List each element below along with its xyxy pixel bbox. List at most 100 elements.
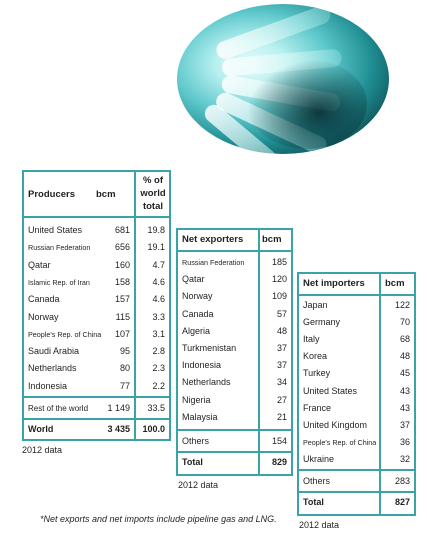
row-pct: 3.1 <box>152 328 165 339</box>
row-bcm: 48 <box>276 325 287 336</box>
row-name: Norway <box>28 311 59 322</box>
row-bcm: 80 <box>119 363 130 374</box>
producers-total-row: World 3 435 100.0 <box>24 421 169 438</box>
row-bcm: 21 <box>276 411 287 422</box>
producers-rest-name: Rest of the world <box>28 404 89 413</box>
row-bcm: 68 <box>399 334 410 345</box>
row-bcm: 157 <box>114 294 130 305</box>
row-name: Algeria <box>182 325 211 336</box>
producers-total-name: World <box>28 424 54 434</box>
row-pct: 3.3 <box>152 311 165 322</box>
row-bcm: 115 <box>115 311 130 322</box>
row-name: Islamic Rep. of Iran <box>28 277 90 287</box>
exporters-total-row: Total 829 <box>178 454 291 471</box>
footnote: *Net exports and net imports include pip… <box>40 514 277 524</box>
row-name: Russian Federation <box>28 243 91 253</box>
table-row: Turkmenistan 37 <box>178 340 291 357</box>
table-row: France 43 <box>299 400 414 417</box>
table-row: United States 681 19.8 <box>24 222 169 239</box>
row-name: Qatar <box>28 259 51 270</box>
exporters-others-name: Others <box>182 436 210 446</box>
table-row: Islamic Rep. of Iran 158 4.6 <box>24 274 169 291</box>
table-row: People's Rep. of China 36 <box>299 434 414 451</box>
row-bcm: 160 <box>114 259 130 270</box>
table-row: Saudi Arabia 95 2.8 <box>24 343 169 360</box>
row-name: Turkey <box>303 368 331 379</box>
row-name: Qatar <box>182 274 205 285</box>
table-row: Korea 48 <box>299 348 414 365</box>
importers-total-row: Total 827 <box>299 494 414 511</box>
row-bcm: 43 <box>399 385 410 396</box>
importers-col-title: Net importers <box>303 278 365 289</box>
importers-total-name: Total <box>303 497 324 507</box>
row-name: Malaysia <box>182 411 218 422</box>
producers-header: Producers bcm % of world total <box>24 172 169 218</box>
row-name: Korea <box>303 351 328 362</box>
table-row: People's Rep. of China 107 3.1 <box>24 326 169 343</box>
producers-rest-bcm: 1 149 <box>107 403 130 413</box>
importers-col-bcm: bcm <box>385 278 405 289</box>
importers-others-bcm: 283 <box>394 476 410 486</box>
table-row: Japan 122 <box>299 297 414 314</box>
row-name: Russian Federation <box>182 258 245 267</box>
row-pct: 2.2 <box>152 380 165 391</box>
row-name: Netherlands <box>182 377 231 388</box>
exporters-total-name: Total <box>182 457 203 467</box>
row-name: Italy <box>303 334 320 345</box>
row-name: Indonesia <box>182 360 222 371</box>
table-row: Indonesia 77 2.2 <box>24 378 169 395</box>
row-name: Norway <box>182 291 213 302</box>
producers-col-title: Producers <box>28 189 75 200</box>
row-bcm: 36 <box>399 436 410 447</box>
row-bcm: 120 <box>271 274 287 285</box>
table-row: Algeria 48 <box>178 323 291 340</box>
producers-rest-pct: 33.5 <box>147 403 165 413</box>
table-row: United Kingdom 37 <box>299 417 414 434</box>
producers-rest-row: Rest of the world 1 149 33.5 <box>24 400 169 417</box>
exporters-header: Net exporters bcm <box>178 230 291 252</box>
row-pct: 4.6 <box>152 294 165 305</box>
row-name: Japan <box>303 300 328 310</box>
table-row: Norway 115 3.3 <box>24 309 169 326</box>
row-name: People's Rep. of China <box>303 437 377 447</box>
importers-total-bcm: 827 <box>394 497 410 507</box>
row-name: United States <box>28 225 83 235</box>
table-row: Qatar 120 <box>178 271 291 288</box>
table-row: Netherlands 34 <box>178 374 291 391</box>
producers-note: 2012 data <box>22 445 63 455</box>
producers-col-pct-2: world <box>140 188 166 199</box>
row-bcm: 43 <box>399 402 410 413</box>
table-row: Ukraine 32 <box>299 451 414 468</box>
producers-col-bcm: bcm <box>96 189 116 200</box>
row-name: Ukraine <box>303 453 335 464</box>
gas-flame-photo <box>177 4 389 154</box>
row-name: United States <box>303 385 358 396</box>
table-row: Indonesia 37 <box>178 357 291 374</box>
exporters-others-bcm: 154 <box>271 436 287 446</box>
row-name: United Kingdom <box>303 419 368 430</box>
row-bcm: 37 <box>276 343 287 353</box>
row-name: People's Rep. of China <box>28 329 102 339</box>
row-bcm: 122 <box>394 300 410 310</box>
row-name: Canada <box>182 308 214 319</box>
row-name: Germany <box>303 317 341 328</box>
row-bcm: 656 <box>114 242 130 253</box>
table-row: Norway 109 <box>178 288 291 305</box>
producers-col-pct-3: total <box>142 201 164 212</box>
importers-others-name: Others <box>303 476 331 486</box>
exporters-table: Net exporters bcm Russian Federation 185 Q… <box>176 228 293 476</box>
row-bcm: 185 <box>271 257 287 267</box>
row-pct: 2.3 <box>152 363 165 374</box>
row-bcm: 37 <box>399 419 410 430</box>
row-name: Indonesia <box>28 380 68 391</box>
table-row: Germany 70 <box>299 314 414 331</box>
exporters-total-bcm: 829 <box>271 457 287 467</box>
row-bcm: 681 <box>114 225 130 235</box>
row-name: Canada <box>28 294 60 305</box>
producers-total-bcm: 3 435 <box>107 424 130 434</box>
row-bcm: 158 <box>114 276 130 287</box>
table-row: Turkey 45 <box>299 365 414 382</box>
row-bcm: 107 <box>114 328 130 339</box>
row-bcm: 37 <box>276 360 287 371</box>
row-bcm: 45 <box>399 368 410 379</box>
